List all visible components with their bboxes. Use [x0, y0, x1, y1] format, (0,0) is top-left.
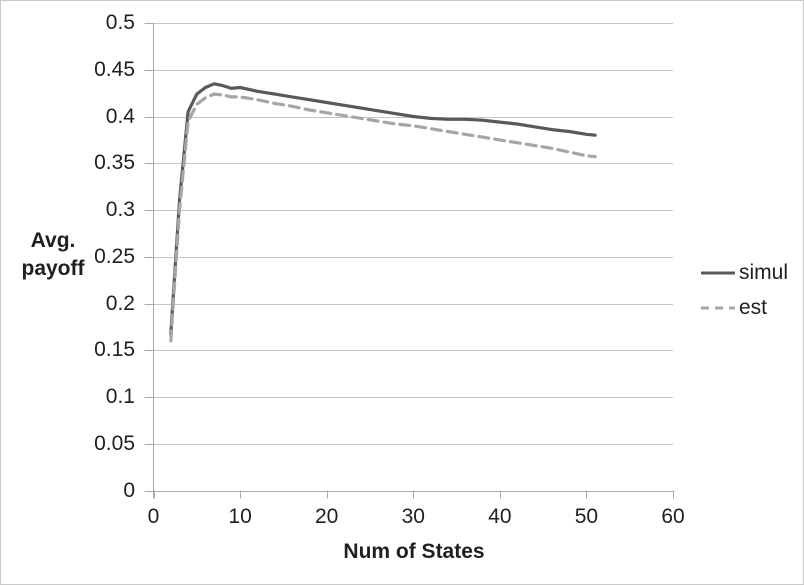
series-line-est: [169, 92, 597, 343]
y-tick-label: 0: [123, 478, 135, 502]
x-tick-label: 60: [661, 505, 685, 528]
legend-label-est: est: [739, 296, 768, 319]
y-tick-label: 0.4: [105, 104, 135, 128]
y-tick-label: 0.5: [105, 11, 135, 34]
y-tick-label: 0.2: [105, 291, 135, 315]
x-tick-label: 10: [228, 505, 252, 528]
x-tick-label: 30: [401, 505, 425, 528]
y-tick-label: 0.25: [94, 244, 135, 268]
x-tick-label: 20: [314, 505, 339, 528]
x-tick-label: 40: [488, 505, 512, 528]
legend-label-simul: simul: [739, 261, 789, 284]
y-tick-label: 0.35: [94, 151, 135, 175]
y-tick-label: 0.45: [94, 57, 135, 81]
y-tick-label: 0.3: [105, 198, 135, 221]
y-axis-title: Avg. payoff: [7, 227, 99, 283]
x-tick-label: 50: [574, 505, 599, 528]
y-tick-label: 0.1: [105, 385, 135, 408]
x-tick-label: 0: [147, 505, 160, 528]
series-line-simul: [169, 82, 597, 336]
y-tick-label: 0.05: [94, 431, 135, 455]
y-tick-label: 0.15: [94, 338, 135, 362]
y-axis-title-line2: payoff: [21, 257, 85, 280]
y-axis-title-line1: Avg.: [30, 229, 76, 252]
x-axis-title: Num of States: [343, 540, 485, 563]
